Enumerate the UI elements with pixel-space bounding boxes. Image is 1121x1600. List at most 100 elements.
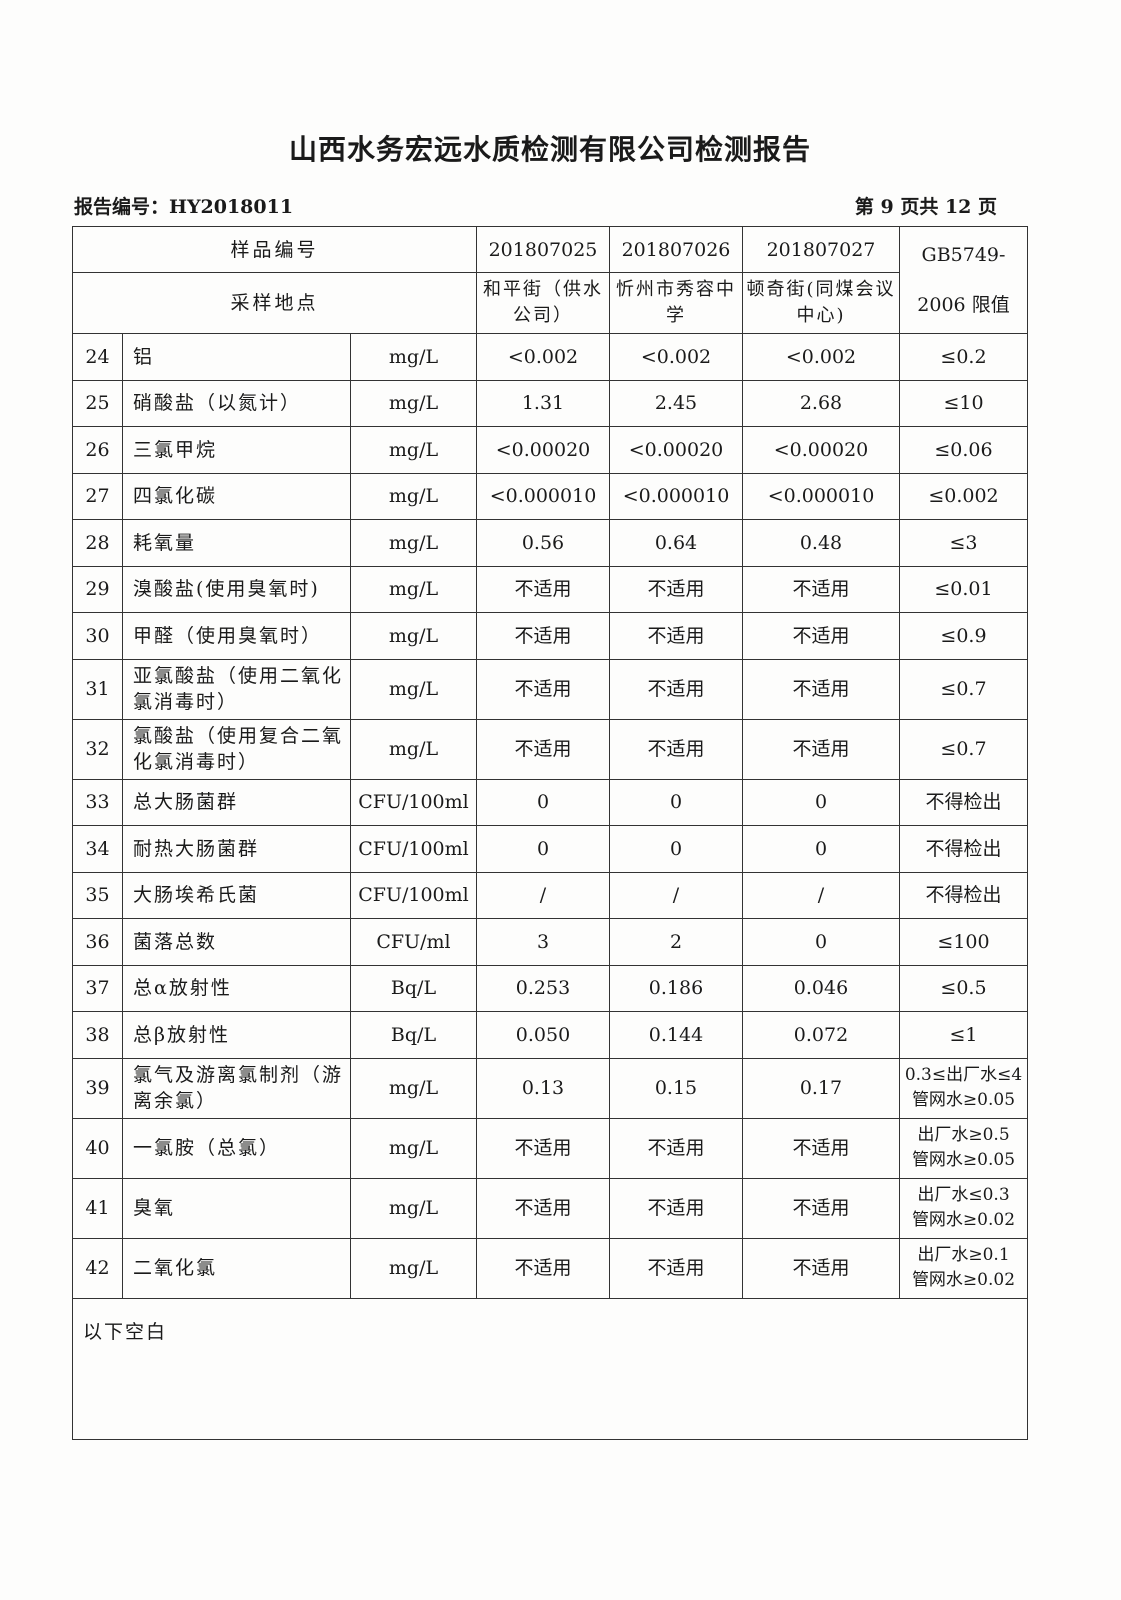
location-label: 采样地点 bbox=[72, 272, 477, 334]
result-value: <0.000010 bbox=[476, 472, 610, 520]
result-value: 不适用 bbox=[742, 658, 900, 720]
result-value: 不适用 bbox=[476, 1237, 610, 1299]
result-value: 不适用 bbox=[609, 718, 743, 780]
result-value: <0.002 bbox=[742, 333, 900, 381]
result-value: 0 bbox=[742, 918, 900, 966]
limit-line: 不得检出 bbox=[925, 791, 1002, 814]
limit-line: 管网水≥0.02 bbox=[911, 1270, 1016, 1290]
table-row: 32 氯酸盐（使用复合二氧化氯消毒时） mg/L 不适用 不适用 不适用 ≤0.7 bbox=[72, 718, 1028, 780]
result-value: 0.050 bbox=[476, 1011, 610, 1059]
result-value: 不适用 bbox=[609, 1237, 743, 1299]
limit-value: ≤1 bbox=[899, 1011, 1028, 1059]
unit: CFU/ml bbox=[350, 918, 477, 966]
table-row: 34 耐热大肠菌群 CFU/100ml 0 0 0 不得检出 bbox=[72, 825, 1028, 873]
result-value: <0.00020 bbox=[609, 426, 743, 474]
result-value: 不适用 bbox=[476, 658, 610, 720]
table-row: 37 总α放射性 Bq/L 0.253 0.186 0.046 ≤0.5 bbox=[72, 964, 1028, 1012]
table-row: 29 溴酸盐(使用臭氧时) mg/L 不适用 不适用 不适用 ≤0.01 bbox=[72, 565, 1028, 613]
unit: mg/L bbox=[350, 658, 477, 720]
table-row: 26 三氯甲烷 mg/L <0.00020 <0.00020 <0.00020 ≤0.06 bbox=[72, 426, 1028, 474]
item-name: 铝 bbox=[122, 333, 351, 381]
result-value: <0.000010 bbox=[609, 472, 743, 520]
table-row: 25 硝酸盐（以氮计） mg/L 1.31 2.45 2.68 ≤10 bbox=[72, 379, 1028, 427]
table-row: 36 菌落总数 CFU/ml 3 2 0 ≤100 bbox=[72, 918, 1028, 966]
unit: mg/L bbox=[350, 1237, 477, 1299]
unit: CFU/100ml bbox=[350, 871, 477, 919]
result-value: 不适用 bbox=[742, 718, 900, 780]
row-number: 42 bbox=[72, 1237, 123, 1299]
limit-line: ≤100 bbox=[937, 930, 990, 953]
row-number: 33 bbox=[72, 778, 123, 826]
limit-header-line2: 2006 限值 bbox=[917, 294, 1010, 316]
limit-header-line1: GB5749- bbox=[921, 244, 1006, 266]
table-row: 41 臭氧 mg/L 不适用 不适用 不适用 出厂水≤0.3 管网水≥0.02 bbox=[72, 1177, 1028, 1239]
result-value: 不适用 bbox=[742, 612, 900, 660]
unit: mg/L bbox=[350, 426, 477, 474]
result-value: 0 bbox=[609, 778, 743, 826]
limit-value: 0.3≤出厂水≤4 管网水≥0.05 bbox=[899, 1057, 1028, 1119]
item-name: 氯酸盐（使用复合二氧化氯消毒时） bbox=[122, 718, 351, 780]
unit: mg/L bbox=[350, 1057, 477, 1119]
unit: mg/L bbox=[350, 718, 477, 780]
result-value: 0.13 bbox=[476, 1057, 610, 1119]
limit-line: 不得检出 bbox=[925, 884, 1002, 907]
unit: Bq/L bbox=[350, 1011, 477, 1059]
table-row: 38 总β放射性 Bq/L 0.050 0.144 0.072 ≤1 bbox=[72, 1011, 1028, 1059]
table-row: 33 总大肠菌群 CFU/100ml 0 0 0 不得检出 bbox=[72, 778, 1028, 826]
row-number: 37 bbox=[72, 964, 123, 1012]
table-row: 42 二氧化氯 mg/L 不适用 不适用 不适用 出厂水≥0.1 管网水≥0.02 bbox=[72, 1237, 1028, 1299]
table-row: 40 一氯胺（总氯） mg/L 不适用 不适用 不适用 出厂水≥0.5 管网水≥0.05 bbox=[72, 1117, 1028, 1179]
result-value: 0 bbox=[476, 778, 610, 826]
item-name: 三氯甲烷 bbox=[122, 426, 351, 474]
limit-line: ≤0.01 bbox=[934, 578, 993, 601]
limit-value: 出厂水≤0.3 管网水≥0.02 bbox=[899, 1177, 1028, 1239]
result-value: 不适用 bbox=[609, 612, 743, 660]
limit-line: ≤1 bbox=[949, 1023, 978, 1046]
sample-number: 201807026 bbox=[609, 226, 743, 273]
table-row: 24 铝 mg/L <0.002 <0.002 <0.002 ≤0.2 bbox=[72, 333, 1028, 381]
row-number: 30 bbox=[72, 612, 123, 660]
item-name: 总大肠菌群 bbox=[122, 778, 351, 826]
limit-value: 不得检出 bbox=[899, 825, 1028, 873]
unit: CFU/100ml bbox=[350, 825, 477, 873]
result-value: 0.046 bbox=[742, 964, 900, 1012]
limit-value: ≤0.5 bbox=[899, 964, 1028, 1012]
limit-line: ≤0.7 bbox=[940, 678, 987, 700]
limit-value: 出厂水≥0.5 管网水≥0.05 bbox=[899, 1117, 1028, 1179]
result-value: 0.17 bbox=[742, 1057, 900, 1119]
result-value: 0.48 bbox=[742, 519, 900, 567]
unit: mg/L bbox=[350, 565, 477, 613]
limit-value: ≤0.06 bbox=[899, 426, 1028, 474]
result-value: 不适用 bbox=[476, 1117, 610, 1179]
item-name: 亚氯酸盐（使用二氧化氯消毒时） bbox=[122, 658, 351, 720]
row-number: 35 bbox=[72, 871, 123, 919]
result-value: <0.00020 bbox=[476, 426, 610, 474]
result-value: 不适用 bbox=[476, 565, 610, 613]
item-name: 硝酸盐（以氮计） bbox=[122, 379, 351, 427]
report-title: 山西水务宏远水质检测有限公司检测报告 bbox=[288, 133, 811, 166]
report-number: 报告编号：HY2018011 bbox=[74, 196, 294, 218]
location-row: 采样地点 和平街（供水公司） 忻州市秀容中学 顿奇街(同煤会议中心) bbox=[72, 272, 1028, 334]
item-name: 氯气及游离氯制剂（游离余氯） bbox=[122, 1057, 351, 1119]
sample-number-label: 样品编号 bbox=[72, 226, 477, 273]
unit: CFU/100ml bbox=[350, 778, 477, 826]
item-name: 总β放射性 bbox=[122, 1011, 351, 1059]
limit-line: ≤0.9 bbox=[940, 624, 987, 647]
row-number: 36 bbox=[72, 918, 123, 966]
result-value: 0.144 bbox=[609, 1011, 743, 1059]
sample-number: 201807027 bbox=[742, 226, 900, 273]
result-value: <0.00020 bbox=[742, 426, 900, 474]
row-number: 32 bbox=[72, 718, 123, 780]
result-value: 1.31 bbox=[476, 379, 610, 427]
result-value: 0 bbox=[742, 778, 900, 826]
results-table: 样品编号 201807025 201807026 201807027 GB574… bbox=[72, 226, 1028, 1440]
result-value: / bbox=[609, 871, 743, 919]
table-row: 31 亚氯酸盐（使用二氧化氯消毒时） mg/L 不适用 不适用 不适用 ≤0.7 bbox=[72, 658, 1028, 720]
unit: mg/L bbox=[350, 379, 477, 427]
limit-line: 管网水≥0.02 bbox=[911, 1210, 1016, 1230]
result-value: / bbox=[742, 871, 900, 919]
result-value: 不适用 bbox=[742, 1117, 900, 1179]
limit-value: 不得检出 bbox=[899, 871, 1028, 919]
limit-value: 出厂水≥0.1 管网水≥0.02 bbox=[899, 1237, 1028, 1299]
limit-line: 管网水≥0.05 bbox=[911, 1090, 1016, 1110]
